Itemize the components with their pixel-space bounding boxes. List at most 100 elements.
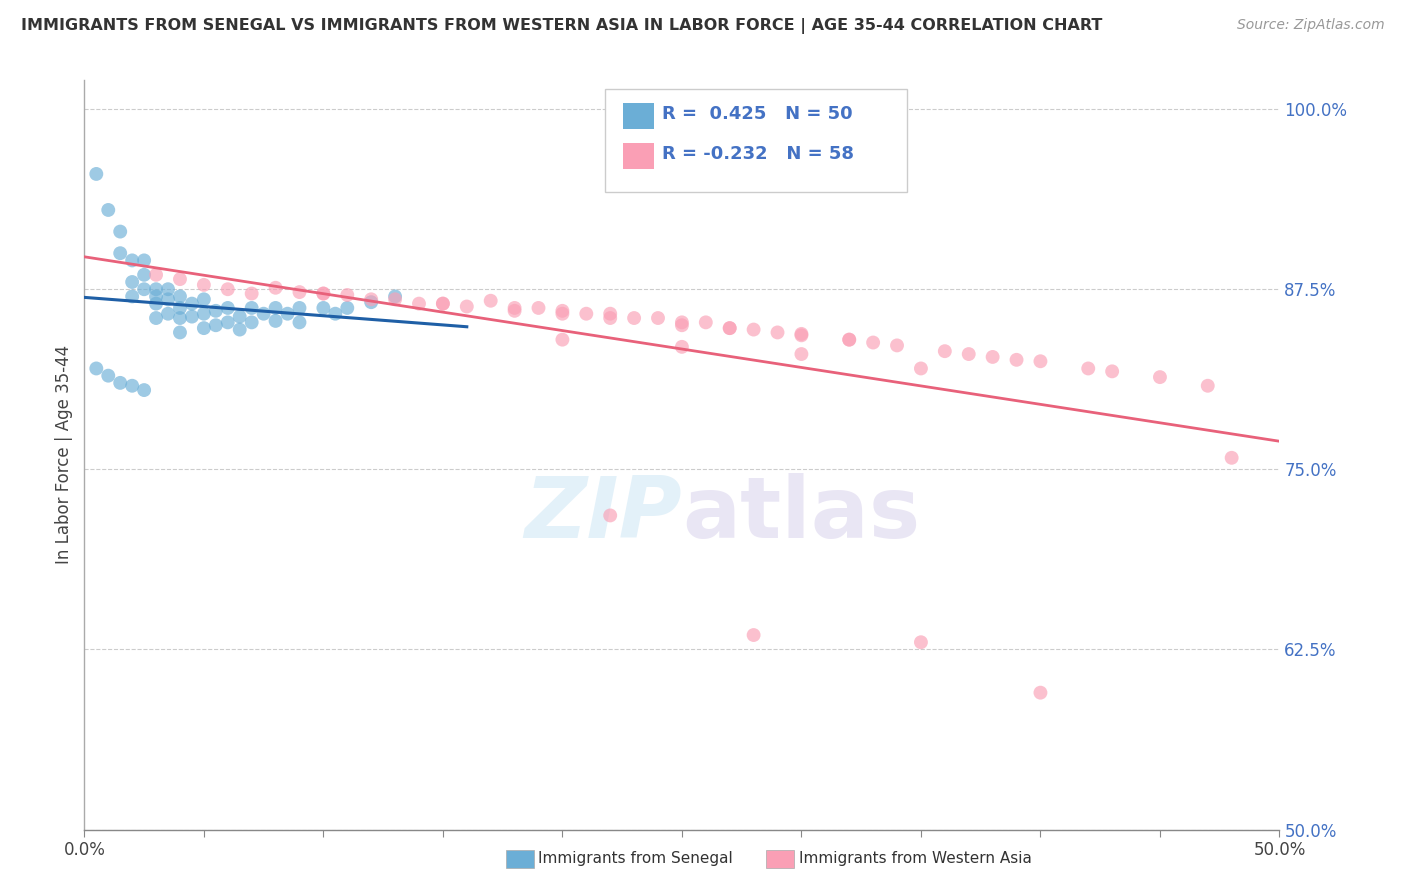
- Point: [790, 347, 813, 361]
- Point: [193, 277, 215, 292]
- Point: [671, 318, 693, 333]
- Point: [229, 310, 252, 324]
- Y-axis label: In Labor Force | Age 35-44: In Labor Force | Age 35-44: [55, 345, 73, 565]
- Point: [718, 321, 741, 335]
- Point: [671, 315, 693, 329]
- Point: [145, 268, 167, 282]
- Point: [277, 307, 299, 321]
- Point: [1101, 364, 1123, 378]
- Point: [110, 376, 132, 390]
- Point: [862, 335, 884, 350]
- Point: [264, 301, 287, 315]
- Point: [240, 301, 263, 315]
- Point: [205, 318, 228, 333]
- Point: [456, 300, 478, 314]
- Point: [384, 289, 406, 303]
- Point: [121, 289, 143, 303]
- Point: [599, 508, 621, 523]
- Point: [86, 361, 108, 376]
- Point: [551, 333, 574, 347]
- Point: [503, 301, 526, 315]
- Point: [312, 301, 335, 315]
- Point: [132, 268, 156, 282]
- Point: [288, 301, 311, 315]
- Point: [838, 333, 860, 347]
- Point: [240, 315, 263, 329]
- Text: atlas: atlas: [682, 474, 920, 557]
- Point: [240, 286, 263, 301]
- Point: [551, 307, 574, 321]
- Point: [551, 303, 574, 318]
- Point: [264, 281, 287, 295]
- Point: [647, 311, 669, 326]
- Point: [132, 383, 156, 397]
- Point: [145, 289, 167, 303]
- Point: [742, 628, 765, 642]
- Point: [205, 303, 228, 318]
- Point: [132, 282, 156, 296]
- Point: [110, 246, 132, 260]
- Point: [695, 315, 717, 329]
- Point: [408, 296, 430, 310]
- Point: [742, 322, 765, 336]
- Point: [132, 253, 156, 268]
- Point: [432, 296, 454, 310]
- Point: [981, 350, 1004, 364]
- Point: [1029, 354, 1052, 368]
- Point: [503, 303, 526, 318]
- Point: [910, 635, 932, 649]
- Point: [217, 282, 239, 296]
- Point: [121, 253, 143, 268]
- Point: [1149, 370, 1171, 384]
- Text: Immigrants from Western Asia: Immigrants from Western Asia: [799, 852, 1032, 866]
- Point: [121, 275, 143, 289]
- Point: [934, 344, 956, 359]
- Point: [121, 378, 143, 392]
- Point: [1220, 450, 1243, 465]
- Text: Immigrants from Senegal: Immigrants from Senegal: [538, 852, 734, 866]
- Point: [886, 338, 908, 352]
- Point: [181, 296, 204, 310]
- Point: [957, 347, 980, 361]
- Point: [575, 307, 598, 321]
- Point: [229, 322, 252, 336]
- Point: [288, 315, 311, 329]
- Point: [479, 293, 502, 308]
- Text: R =  0.425   N = 50: R = 0.425 N = 50: [662, 105, 853, 123]
- Point: [336, 301, 359, 315]
- Point: [360, 293, 382, 307]
- Point: [181, 310, 204, 324]
- Point: [145, 311, 167, 326]
- Point: [193, 307, 215, 321]
- Point: [169, 289, 191, 303]
- Point: [157, 282, 180, 296]
- Point: [623, 311, 645, 326]
- Text: ZIP: ZIP: [524, 474, 682, 557]
- Point: [217, 315, 239, 329]
- Point: [790, 326, 813, 341]
- Point: [718, 321, 741, 335]
- Point: [145, 282, 167, 296]
- Point: [169, 272, 191, 286]
- Point: [169, 311, 191, 326]
- Point: [193, 321, 215, 335]
- Point: [671, 340, 693, 354]
- Point: [264, 314, 287, 328]
- Point: [527, 301, 550, 315]
- Point: [97, 202, 120, 217]
- Point: [432, 296, 454, 310]
- Point: [599, 307, 621, 321]
- Point: [253, 307, 276, 321]
- Point: [838, 333, 860, 347]
- Text: IMMIGRANTS FROM SENEGAL VS IMMIGRANTS FROM WESTERN ASIA IN LABOR FORCE | AGE 35-: IMMIGRANTS FROM SENEGAL VS IMMIGRANTS FR…: [21, 18, 1102, 34]
- Point: [312, 286, 335, 301]
- Point: [1029, 686, 1052, 700]
- Point: [599, 311, 621, 326]
- Point: [766, 326, 789, 340]
- Point: [169, 301, 191, 315]
- Point: [312, 286, 335, 301]
- Point: [1197, 378, 1219, 392]
- Point: [1005, 352, 1028, 367]
- Point: [217, 301, 239, 315]
- Point: [169, 326, 191, 340]
